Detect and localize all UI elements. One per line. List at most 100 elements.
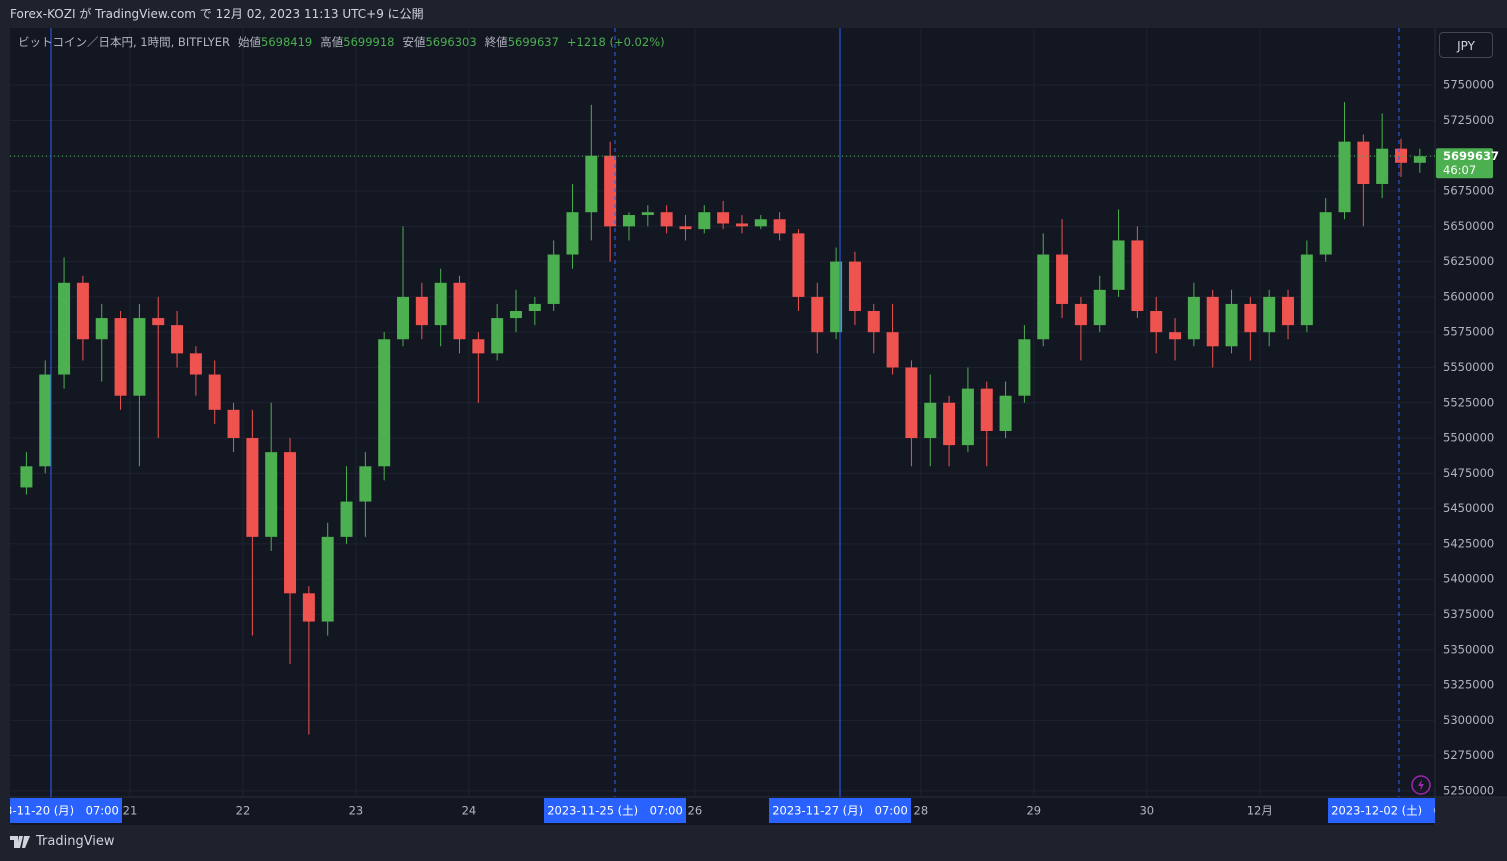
y-tick-label: 5450000 <box>1443 501 1494 515</box>
x-tick-label: 23 <box>349 804 364 818</box>
x-tick-label: 22 <box>236 804 251 818</box>
candle-body <box>1093 289 1106 326</box>
x-tick-label: 21 <box>123 804 138 818</box>
marker-label-group: 2023-11-20 (月) 07:00 <box>0 798 122 823</box>
candle-body <box>566 212 579 255</box>
candle-body <box>773 219 786 234</box>
x-tick-label: 12月 <box>1247 804 1273 818</box>
candle-body <box>39 374 52 467</box>
y-tick-label: 5575000 <box>1443 325 1494 339</box>
marker-label-box <box>544 798 686 823</box>
candle-body <box>246 438 259 537</box>
candle-body <box>1150 311 1163 333</box>
marker-label: 2023-12-02 (土) 07:00 <box>1331 804 1467 818</box>
y-tick-label: 5350000 <box>1443 642 1494 656</box>
alert-icon[interactable] <box>1411 775 1431 795</box>
y-tick-label: 5475000 <box>1443 466 1494 480</box>
candle-body <box>1300 254 1313 326</box>
countdown: 46:07 <box>1443 163 1476 177</box>
candle-body <box>980 388 993 431</box>
candle-body <box>1037 254 1050 340</box>
candle-body <box>1338 141 1351 213</box>
low-value: 5696303 <box>425 35 477 49</box>
candle-body <box>604 155 617 227</box>
logo <box>10 835 30 848</box>
candle-body <box>1074 303 1087 326</box>
time-axis <box>10 797 1435 825</box>
y-tick-label: 5300000 <box>1443 713 1494 727</box>
overlay <box>10 28 1435 797</box>
candle-body <box>397 296 410 340</box>
candle-body <box>76 282 89 340</box>
x-tick-label: 24 <box>462 804 477 818</box>
y-tick-label: 5275000 <box>1443 748 1494 762</box>
y-tick-label: 5550000 <box>1443 360 1494 374</box>
high-value: 5699918 <box>343 35 395 49</box>
candle-body <box>133 318 146 396</box>
candle-body <box>698 212 711 230</box>
candle-body <box>660 212 673 227</box>
x-tick-label: 26 <box>688 804 703 818</box>
y-tick-label: 5400000 <box>1443 572 1494 586</box>
candle-body <box>1319 212 1332 255</box>
candle-body <box>1263 296 1276 333</box>
candle-body <box>1131 240 1144 312</box>
y-tick-label: 5725000 <box>1443 113 1494 127</box>
candle-body <box>58 282 71 375</box>
candle-body <box>302 593 315 622</box>
low-label: 安値 <box>402 35 426 49</box>
close-value: 5699637 <box>507 35 559 49</box>
candle-body <box>171 325 184 354</box>
grid <box>10 28 1435 797</box>
marker-label-box <box>10 798 122 823</box>
candle-body <box>340 501 353 537</box>
candle-body <box>1395 148 1408 163</box>
brand: TradingView <box>36 834 115 849</box>
candle-body <box>1056 254 1069 304</box>
candle-body <box>622 215 635 227</box>
candle-body <box>867 311 880 333</box>
candle-body <box>1225 303 1238 347</box>
currency-button[interactable]: JPY <box>1439 32 1493 58</box>
y-tick-label: 5500000 <box>1443 431 1494 445</box>
axis-labels: 5250000 5275000 5300000 5325000 5350000 53750… <box>123 78 1499 818</box>
candle-body <box>886 332 899 368</box>
candle-body <box>811 296 824 333</box>
candle-body <box>943 402 956 446</box>
marker-label: 2023-11-20 (月) 07:00 <box>0 804 119 818</box>
legend: ビットコイン／日本円, 1時間, BITFLYER 始値5698419 高値5699… <box>18 34 673 50</box>
y-tick-label: 5325000 <box>1443 678 1494 692</box>
footer: TradingView <box>10 834 115 849</box>
high-label: 高値 <box>320 35 344 49</box>
open-value: 5698419 <box>261 35 313 49</box>
candle-body <box>20 466 33 488</box>
candle-body <box>359 466 372 502</box>
candle-body <box>434 282 447 326</box>
y-tick-label: 5675000 <box>1443 184 1494 198</box>
x-tick-label: 30 <box>1139 804 1154 818</box>
candle-body <box>491 318 504 354</box>
candle-body <box>1169 332 1182 340</box>
y-tick-label: 5650000 <box>1443 219 1494 233</box>
candle-body <box>453 282 466 340</box>
candle-body <box>265 452 278 537</box>
candle-body <box>754 219 767 227</box>
candle-body <box>227 409 240 439</box>
last-price-box <box>1436 148 1493 179</box>
marker-label-box <box>769 798 911 823</box>
candle-body <box>321 536 334 622</box>
publish-title: Forex-KOZI が TradingView.com で 12月 02, 2… <box>10 7 424 21</box>
open-label: 始値 <box>238 35 262 49</box>
candle-body <box>1376 148 1389 184</box>
candle-body <box>378 339 391 467</box>
marker-label-group: 2023-11-27 (月) 07:00 <box>769 798 911 823</box>
alert-icon-bolt <box>1418 779 1424 791</box>
candle-body <box>1413 156 1426 163</box>
y-tick-label: 5375000 <box>1443 607 1494 621</box>
y-tick-label: 5250000 <box>1443 783 1494 797</box>
candle-body <box>924 402 937 439</box>
x-tick-label: 29 <box>1026 804 1041 818</box>
